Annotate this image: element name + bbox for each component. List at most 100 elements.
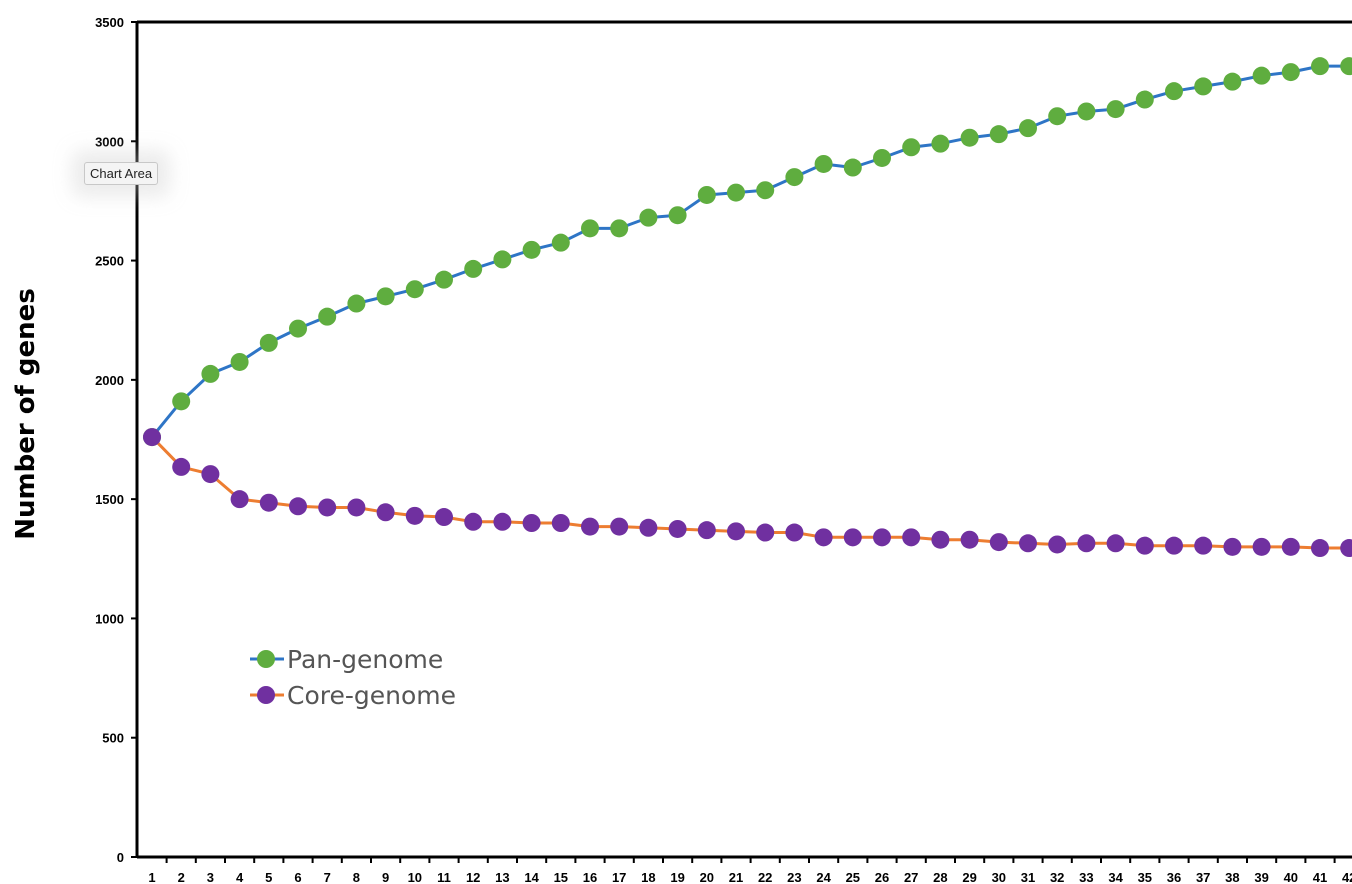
- data-point-pan-genome: [201, 364, 220, 383]
- plot-area[interactable]: [137, 22, 1352, 857]
- x-tick-label: 38: [1225, 870, 1239, 884]
- data-point-core-genome: [697, 521, 716, 540]
- x-tick-label: 29: [962, 870, 976, 884]
- y-axis-ticks: 0 500 1000 1500 2000 2500 3000 3500: [95, 15, 137, 865]
- x-tick-label: 5: [265, 870, 272, 884]
- data-point-core-genome: [727, 522, 745, 541]
- data-point-pan-genome: [989, 125, 1008, 144]
- x-tick-label: 22: [758, 870, 772, 884]
- data-point-pan-genome: [172, 392, 191, 411]
- data-point-pan-genome: [1135, 90, 1154, 109]
- data-point-core-genome: [581, 517, 599, 536]
- data-point-pan-genome: [902, 138, 921, 157]
- x-tick-label: 34: [1108, 870, 1123, 884]
- data-point-pan-genome: [668, 206, 687, 225]
- data-point-core-genome: [143, 428, 161, 447]
- data-point-pan-genome: [522, 240, 541, 259]
- x-tick-label: 24: [816, 870, 831, 884]
- data-point-pan-genome: [1252, 66, 1271, 85]
- x-tick-label: 30: [992, 870, 1006, 884]
- data-point-pan-genome: [727, 183, 745, 202]
- data-point-pan-genome: [843, 158, 862, 177]
- data-point-core-genome: [756, 523, 775, 542]
- data-point-core-genome: [201, 465, 220, 484]
- x-tick-label: 13: [495, 870, 509, 884]
- data-point-pan-genome: [289, 319, 307, 338]
- data-point-core-genome: [1077, 534, 1096, 553]
- data-point-core-genome: [347, 498, 366, 517]
- data-point-core-genome: [1048, 535, 1067, 554]
- legend-item-core-genome: Core-genome: [250, 681, 456, 710]
- legend-marker-pan-genome: [257, 650, 275, 668]
- data-point-core-genome: [1223, 537, 1242, 556]
- data-point-core-genome: [493, 512, 512, 531]
- data-point-pan-genome: [1165, 82, 1183, 101]
- data-point-core-genome: [376, 503, 395, 522]
- x-tick-label: 40: [1284, 870, 1298, 884]
- data-point-pan-genome: [960, 128, 979, 147]
- data-point-pan-genome: [464, 259, 483, 278]
- y-axis-title: Number of genes: [11, 288, 41, 540]
- data-point-pan-genome: [376, 287, 395, 306]
- x-tick-label: 42: [1342, 870, 1352, 884]
- data-point-core-genome: [259, 493, 278, 512]
- x-tick-label: 3: [207, 870, 214, 884]
- x-tick-label: 17: [612, 870, 626, 884]
- data-point-core-genome: [435, 508, 453, 527]
- data-point-pan-genome: [230, 352, 249, 371]
- x-tick-label: 39: [1254, 870, 1268, 884]
- data-point-core-genome: [960, 530, 979, 549]
- data-point-pan-genome: [493, 250, 512, 269]
- data-point-pan-genome: [435, 270, 453, 289]
- data-point-core-genome: [1194, 536, 1213, 555]
- data-point-pan-genome: [814, 154, 833, 173]
- data-point-core-genome: [814, 528, 833, 547]
- data-point-core-genome: [639, 518, 658, 537]
- y-tick-label: 1500: [95, 492, 124, 507]
- data-point-core-genome: [1135, 536, 1154, 555]
- data-point-core-genome: [230, 490, 249, 509]
- data-point-pan-genome: [405, 280, 424, 299]
- x-tick-label: 11: [437, 870, 451, 884]
- x-tick-label: 10: [408, 870, 422, 884]
- x-tick-label: 14: [524, 870, 539, 884]
- data-point-pan-genome: [318, 307, 337, 326]
- x-tick-label: 20: [700, 870, 714, 884]
- x-axis-ticks: 1 2 3 4 5 6 7 8 9 10 11 12 13 14 15 16 17 18 19 20 21 22 23 24 2…: [148, 857, 1352, 884]
- legend: Pan-genome Core-genome: [250, 645, 456, 710]
- data-point-pan-genome: [1223, 72, 1242, 91]
- series-layer: [143, 57, 1352, 558]
- data-point-core-genome: [1106, 534, 1125, 553]
- data-point-pan-genome: [785, 168, 804, 187]
- data-point-core-genome: [1165, 536, 1183, 555]
- data-point-core-genome: [1340, 539, 1352, 558]
- x-tick-label: 33: [1079, 870, 1093, 884]
- y-tick-label: 1000: [95, 611, 124, 626]
- data-point-pan-genome: [1311, 57, 1329, 76]
- x-tick-label: 23: [787, 870, 801, 884]
- x-tick-label: 15: [554, 870, 568, 884]
- data-point-core-genome: [873, 528, 891, 547]
- data-point-core-genome: [522, 514, 541, 532]
- data-point-core-genome: [464, 512, 483, 531]
- x-tick-label: 41: [1313, 870, 1327, 884]
- x-tick-label: 6: [294, 870, 301, 884]
- data-point-core-genome: [172, 457, 191, 476]
- x-tick-label: 7: [324, 870, 331, 884]
- x-tick-label: 21: [729, 870, 743, 884]
- x-tick-label: 35: [1138, 870, 1152, 884]
- data-point-core-genome: [668, 519, 687, 538]
- data-point-pan-genome: [610, 219, 629, 238]
- x-tick-label: 32: [1050, 870, 1064, 884]
- x-tick-label: 25: [846, 870, 860, 884]
- legend-marker-core-genome: [257, 686, 275, 704]
- data-point-core-genome: [610, 517, 629, 536]
- data-point-pan-genome: [1194, 77, 1213, 96]
- data-point-core-genome: [1019, 534, 1037, 553]
- x-tick-label: 12: [466, 870, 480, 884]
- x-tick-label: 4: [236, 870, 244, 884]
- x-tick-label: 19: [670, 870, 684, 884]
- x-tick-label: 36: [1167, 870, 1181, 884]
- x-tick-label: 26: [875, 870, 889, 884]
